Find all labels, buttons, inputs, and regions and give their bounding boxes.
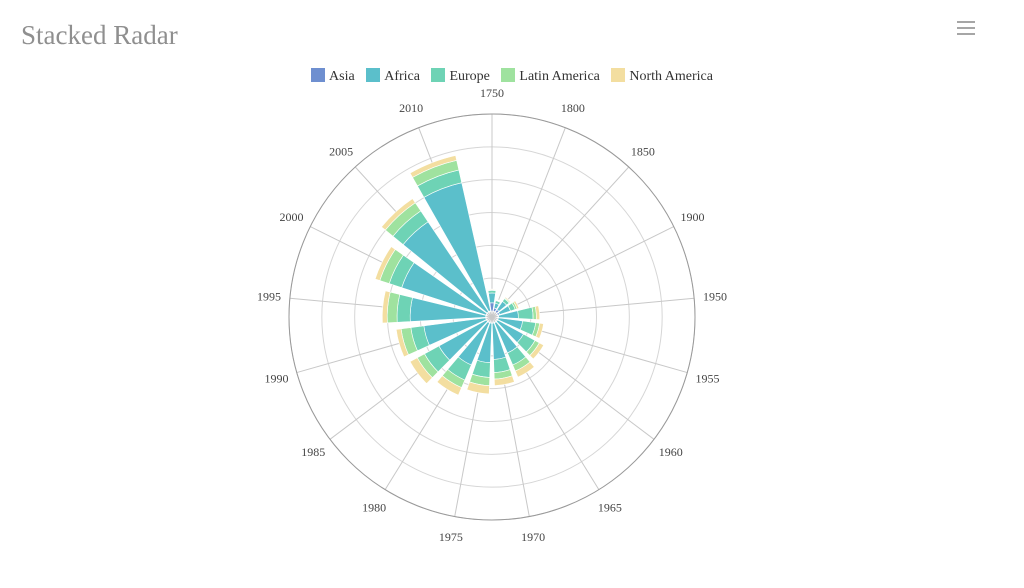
bar-africa-1750 xyxy=(488,292,496,304)
bar-north-america-1900 xyxy=(513,300,520,310)
bar-north-america-1750 xyxy=(487,288,497,291)
bar-north-america-1960 xyxy=(529,342,545,360)
legend-item-europe[interactable]: Europe xyxy=(431,68,490,85)
category-label-1800: 1800 xyxy=(561,101,585,115)
bar-north-america-1980 xyxy=(436,375,462,396)
bar-north-america-1995 xyxy=(381,290,391,324)
legend-item-asia[interactable]: Asia xyxy=(311,68,355,85)
category-label-1965: 1965 xyxy=(598,500,622,514)
category-label-1990: 1990 xyxy=(265,371,289,385)
category-label-1950: 1950 xyxy=(703,289,727,303)
bar-north-america-1800 xyxy=(495,298,502,303)
bar-north-america-2000 xyxy=(374,246,396,281)
chart-title: Stacked Radar xyxy=(21,20,178,50)
legend-swatch-africa xyxy=(366,68,381,82)
bar-north-america-1955 xyxy=(535,322,544,339)
bar-north-america-1990 xyxy=(395,328,409,358)
legend-item-north-america[interactable]: North America xyxy=(611,68,713,85)
bar-north-america-1975 xyxy=(466,381,490,395)
bar-north-america-2010 xyxy=(409,155,458,178)
category-label-1975: 1975 xyxy=(439,530,463,544)
spoke-1900 xyxy=(491,226,674,318)
bar-north-america-1985 xyxy=(409,357,433,385)
legend-swatch-latin-america xyxy=(501,68,516,82)
category-label-2000: 2000 xyxy=(279,210,303,224)
bar-north-america-1965 xyxy=(514,361,535,378)
legend-swatch-europe xyxy=(431,68,446,82)
bar-europe-1995 xyxy=(396,294,413,323)
category-label-1955: 1955 xyxy=(695,371,719,385)
bar-europe-1950 xyxy=(517,306,534,320)
chart-legend: Asia Africa Europe Latin America North A… xyxy=(0,68,1024,85)
outer-axis-circle xyxy=(288,113,696,521)
legend-item-latin-america[interactable]: Latin America xyxy=(501,68,600,85)
bar-north-america-1850 xyxy=(504,296,512,303)
category-label-1850: 1850 xyxy=(631,144,655,158)
category-label-1995: 1995 xyxy=(257,289,281,303)
category-label-1985: 1985 xyxy=(301,445,325,459)
legend-swatch-asia xyxy=(311,68,326,82)
category-label-2005: 2005 xyxy=(329,144,353,158)
category-label-2010: 2010 xyxy=(399,101,423,115)
category-label-1960: 1960 xyxy=(659,445,683,459)
bar-north-america-1970 xyxy=(493,375,515,386)
spoke-1800 xyxy=(491,127,566,318)
category-label-1980: 1980 xyxy=(362,500,386,514)
legend-swatch-north-america xyxy=(611,68,626,82)
category-label-1970: 1970 xyxy=(521,530,545,544)
spoke-1850 xyxy=(491,166,630,318)
bar-north-america-2005 xyxy=(381,198,416,231)
hamburger-menu-icon[interactable] xyxy=(955,17,977,37)
bar-north-america-1950 xyxy=(534,305,540,320)
legend-item-africa[interactable]: Africa xyxy=(366,68,420,85)
category-label-1750: 1750 xyxy=(480,86,504,100)
category-label-1900: 1900 xyxy=(681,210,705,224)
